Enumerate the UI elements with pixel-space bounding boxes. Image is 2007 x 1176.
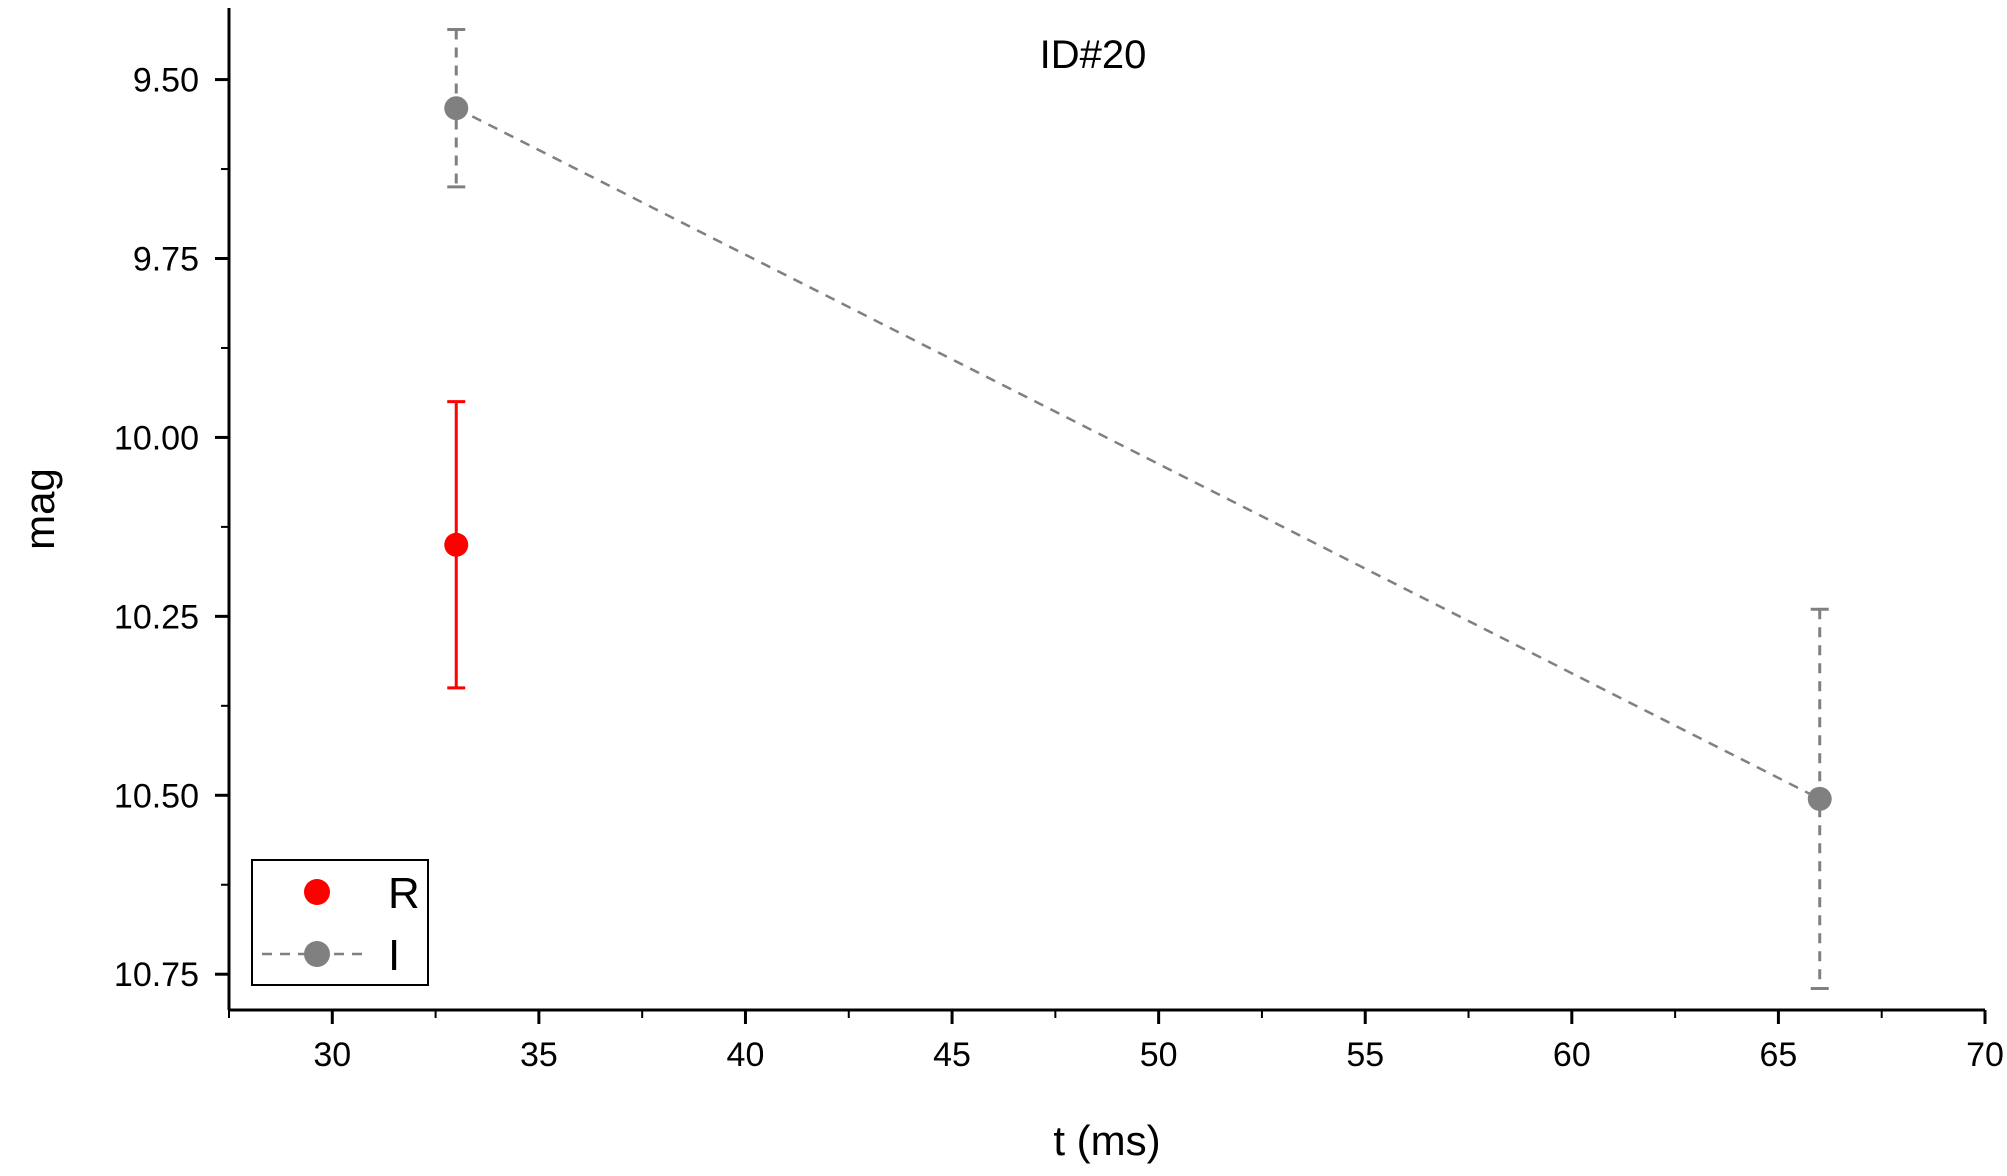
y-tick-label: 9.50: [133, 62, 199, 100]
y-tick-label: 9.75: [133, 241, 199, 279]
legend-marker-R: [304, 879, 330, 905]
legend-box: [251, 859, 429, 986]
chart-title: ID#20: [1040, 33, 1147, 77]
x-tick-label: 45: [933, 1036, 971, 1074]
legend-label-R: R: [388, 869, 420, 918]
y-tick-label: 10.75: [114, 956, 199, 994]
axes: 30 35 40 45 50 55 60 65 70 9.50 9.75 10.00 10.25 10.5…: [114, 8, 2004, 1074]
y-tick-label: 10.00: [114, 419, 199, 457]
x-tick-label: 50: [1140, 1036, 1178, 1074]
x-tick-label: 40: [727, 1036, 765, 1074]
y-tick-label: 10.50: [114, 777, 199, 815]
y-axis-title: mag: [16, 468, 63, 550]
series-line-I: [455, 107, 1821, 800]
x-axis-title: t (ms): [1053, 1117, 1160, 1164]
data-point-I: [444, 96, 469, 121]
x-tick-label: 30: [313, 1036, 351, 1074]
plot-area: [444, 27, 1832, 991]
legend-label-I: I: [388, 931, 400, 980]
x-tick-label: 35: [520, 1036, 558, 1074]
x-tick-label: 65: [1759, 1036, 1797, 1074]
x-tick-label: 55: [1346, 1036, 1384, 1074]
y-tick-label: 10.25: [114, 598, 199, 636]
legend-marker-I: [304, 941, 330, 967]
x-tick-label: 70: [1966, 1036, 2004, 1074]
legend: RI: [251, 859, 429, 986]
data-point-I: [1807, 786, 1832, 811]
data-point-R: [444, 532, 469, 557]
x-tick-label: 60: [1553, 1036, 1591, 1074]
